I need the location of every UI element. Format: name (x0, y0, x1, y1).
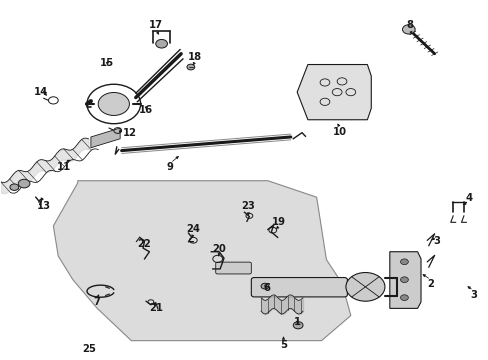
Circle shape (186, 64, 194, 70)
Text: 25: 25 (82, 344, 96, 354)
Circle shape (400, 295, 407, 301)
Text: 4: 4 (464, 193, 471, 203)
Polygon shape (53, 181, 350, 341)
Text: 9: 9 (166, 162, 173, 172)
Text: 3: 3 (469, 290, 476, 300)
Text: 24: 24 (186, 225, 200, 234)
Circle shape (293, 321, 303, 329)
Text: 14: 14 (34, 87, 48, 97)
FancyBboxPatch shape (215, 262, 251, 274)
FancyBboxPatch shape (251, 278, 346, 297)
Text: 8: 8 (406, 20, 413, 30)
Text: 1: 1 (293, 317, 300, 327)
Text: 6: 6 (263, 283, 269, 293)
Text: 13: 13 (37, 201, 50, 211)
Circle shape (98, 93, 129, 116)
Circle shape (261, 283, 268, 289)
Text: 18: 18 (187, 52, 202, 62)
Text: 5: 5 (280, 340, 286, 350)
Polygon shape (297, 64, 370, 120)
Text: 22: 22 (138, 239, 151, 249)
Text: 11: 11 (57, 162, 71, 172)
Circle shape (18, 179, 30, 188)
Circle shape (10, 184, 19, 190)
Text: 10: 10 (332, 127, 346, 136)
Circle shape (402, 25, 414, 34)
Text: 2: 2 (427, 279, 433, 289)
Text: 23: 23 (241, 201, 255, 211)
Polygon shape (91, 128, 120, 148)
Text: 19: 19 (271, 217, 285, 227)
Circle shape (156, 40, 167, 48)
Polygon shape (389, 252, 420, 309)
Text: 16: 16 (139, 105, 153, 115)
Text: 20: 20 (212, 244, 225, 254)
Text: 15: 15 (100, 58, 114, 68)
Text: 12: 12 (122, 128, 136, 138)
Text: 21: 21 (148, 303, 163, 314)
Circle shape (345, 273, 384, 301)
Text: 7: 7 (94, 297, 101, 307)
Text: 3: 3 (433, 236, 440, 246)
Circle shape (400, 259, 407, 265)
Text: 17: 17 (148, 20, 163, 30)
Circle shape (400, 277, 407, 283)
